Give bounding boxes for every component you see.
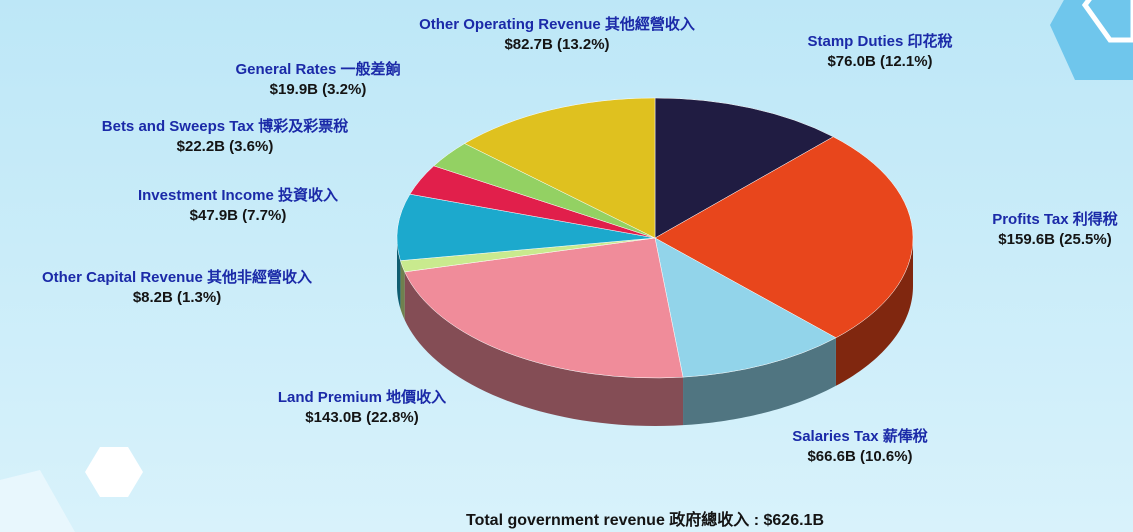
pie — [396, 97, 914, 426]
slice-value-label: $47.9B (7.7%) — [190, 207, 287, 224]
slice-value-label: $66.6B (10.6%) — [807, 448, 912, 465]
slice — [654, 237, 837, 378]
slice-label: Bets and Sweeps Tax 博彩及彩票稅 — [102, 117, 349, 135]
slice-label: General Rates 一般差餉 — [235, 60, 400, 78]
slice-side — [400, 260, 405, 320]
slice-value-label: $159.6B (25.5%) — [998, 231, 1111, 248]
hexagon-decoration — [1050, 0, 1133, 80]
slice-value-label: $143.0B (22.8%) — [305, 409, 418, 426]
slice-value-label: $8.2B (1.3%) — [133, 289, 221, 306]
slice-label: Salaries Tax 薪俸稅 — [792, 427, 929, 445]
slice-label: Land Premium 地價收入 — [278, 388, 446, 406]
slice-side — [397, 238, 401, 309]
slice-value-label: $22.2B (3.6%) — [177, 138, 274, 155]
total-annotation: Total government revenue 政府總收入 : $626.1B — [466, 510, 824, 529]
slice-label: Other Operating Revenue 其他經營收入 — [419, 15, 695, 33]
slice-label: Other Capital Revenue 其他非經營收入 — [42, 268, 312, 286]
hexagon-decoration — [85, 447, 143, 497]
slice-label: Stamp Duties 印花稅 — [807, 32, 953, 50]
slice-side — [404, 271, 684, 426]
slice — [396, 193, 656, 261]
hexagon-decoration — [0, 470, 75, 532]
slice — [654, 97, 834, 239]
slice-side — [683, 337, 836, 426]
slice-value-label: $19.9B (3.2%) — [270, 81, 367, 98]
slice-label: Profits Tax 利得稅 — [992, 210, 1119, 228]
hexagon-decoration — [1081, 0, 1133, 43]
slice — [654, 136, 914, 339]
slice-value-label: $76.0B (12.1%) — [827, 53, 932, 70]
slice-value-label: $82.7B (13.2%) — [504, 36, 609, 53]
slice-label: Investment Income 投資收入 — [138, 186, 338, 204]
slice — [464, 97, 656, 239]
slice — [404, 237, 684, 379]
